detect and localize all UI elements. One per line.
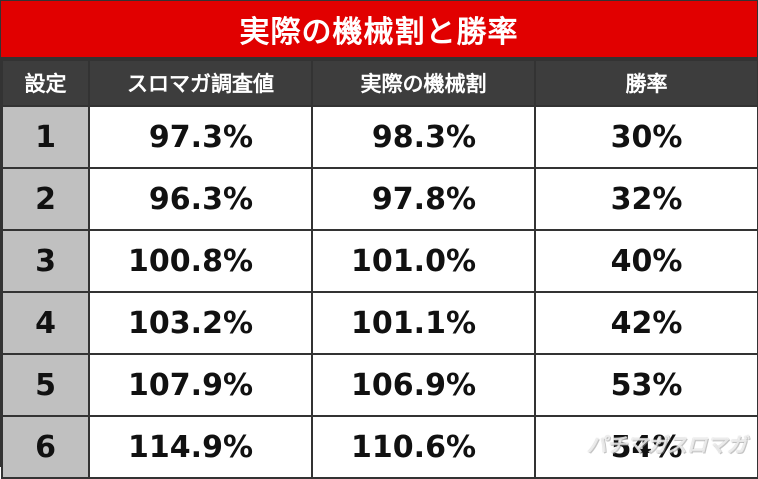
win-rate-cell: 53% (534, 353, 758, 417)
header-setting: 設定 (1, 59, 90, 107)
setting-cell: 1 (1, 105, 90, 169)
win-rate-cell: 32% (534, 167, 758, 231)
actual-payout-cell: 110.6% (311, 415, 536, 479)
win-rate-cell: 54% (534, 415, 758, 479)
slomaga-value-cell: 96.3% (88, 167, 313, 231)
header-win-rate: 勝率 (534, 59, 758, 107)
slomaga-value-cell: 100.8% (88, 229, 313, 293)
win-rate-cell: 30% (534, 105, 758, 169)
setting-cell: 3 (1, 229, 90, 293)
slomaga-value-cell: 107.9% (88, 353, 313, 417)
actual-payout-cell: 101.1% (311, 291, 536, 355)
payout-table: 設定 スロマガ調査値 実際の機械割 勝率 1 97.3% 98.3% 30% 2… (1, 59, 758, 479)
table-row: 3 100.8% 101.0% 40% (1, 229, 758, 293)
header-actual-payout: 実際の機械割 (311, 59, 536, 107)
win-rate-cell: 42% (534, 291, 758, 355)
header-row: 設定 スロマガ調査値 実際の機械割 勝率 (1, 59, 758, 107)
header-slomaga-value: スロマガ調査値 (88, 59, 313, 107)
setting-cell: 5 (1, 353, 90, 417)
slomaga-value-cell: 97.3% (88, 105, 313, 169)
table-row: 1 97.3% 98.3% 30% (1, 105, 758, 169)
slomaga-value-cell: 103.2% (88, 291, 313, 355)
actual-payout-cell: 98.3% (311, 105, 536, 169)
table-row: 6 114.9% 110.6% 54% (1, 415, 758, 479)
actual-payout-cell: 106.9% (311, 353, 536, 417)
setting-cell: 6 (1, 415, 90, 479)
actual-payout-cell: 101.0% (311, 229, 536, 293)
setting-cell: 2 (1, 167, 90, 231)
actual-payout-cell: 97.8% (311, 167, 536, 231)
setting-cell: 4 (1, 291, 90, 355)
win-rate-cell: 40% (534, 229, 758, 293)
table-row: 4 103.2% 101.1% 42% (1, 291, 758, 355)
table-title: 実際の機械割と勝率 (1, 1, 757, 59)
table-row: 5 107.9% 106.9% 53% (1, 353, 758, 417)
table-row: 2 96.3% 97.8% 32% (1, 167, 758, 231)
slomaga-value-cell: 114.9% (88, 415, 313, 479)
